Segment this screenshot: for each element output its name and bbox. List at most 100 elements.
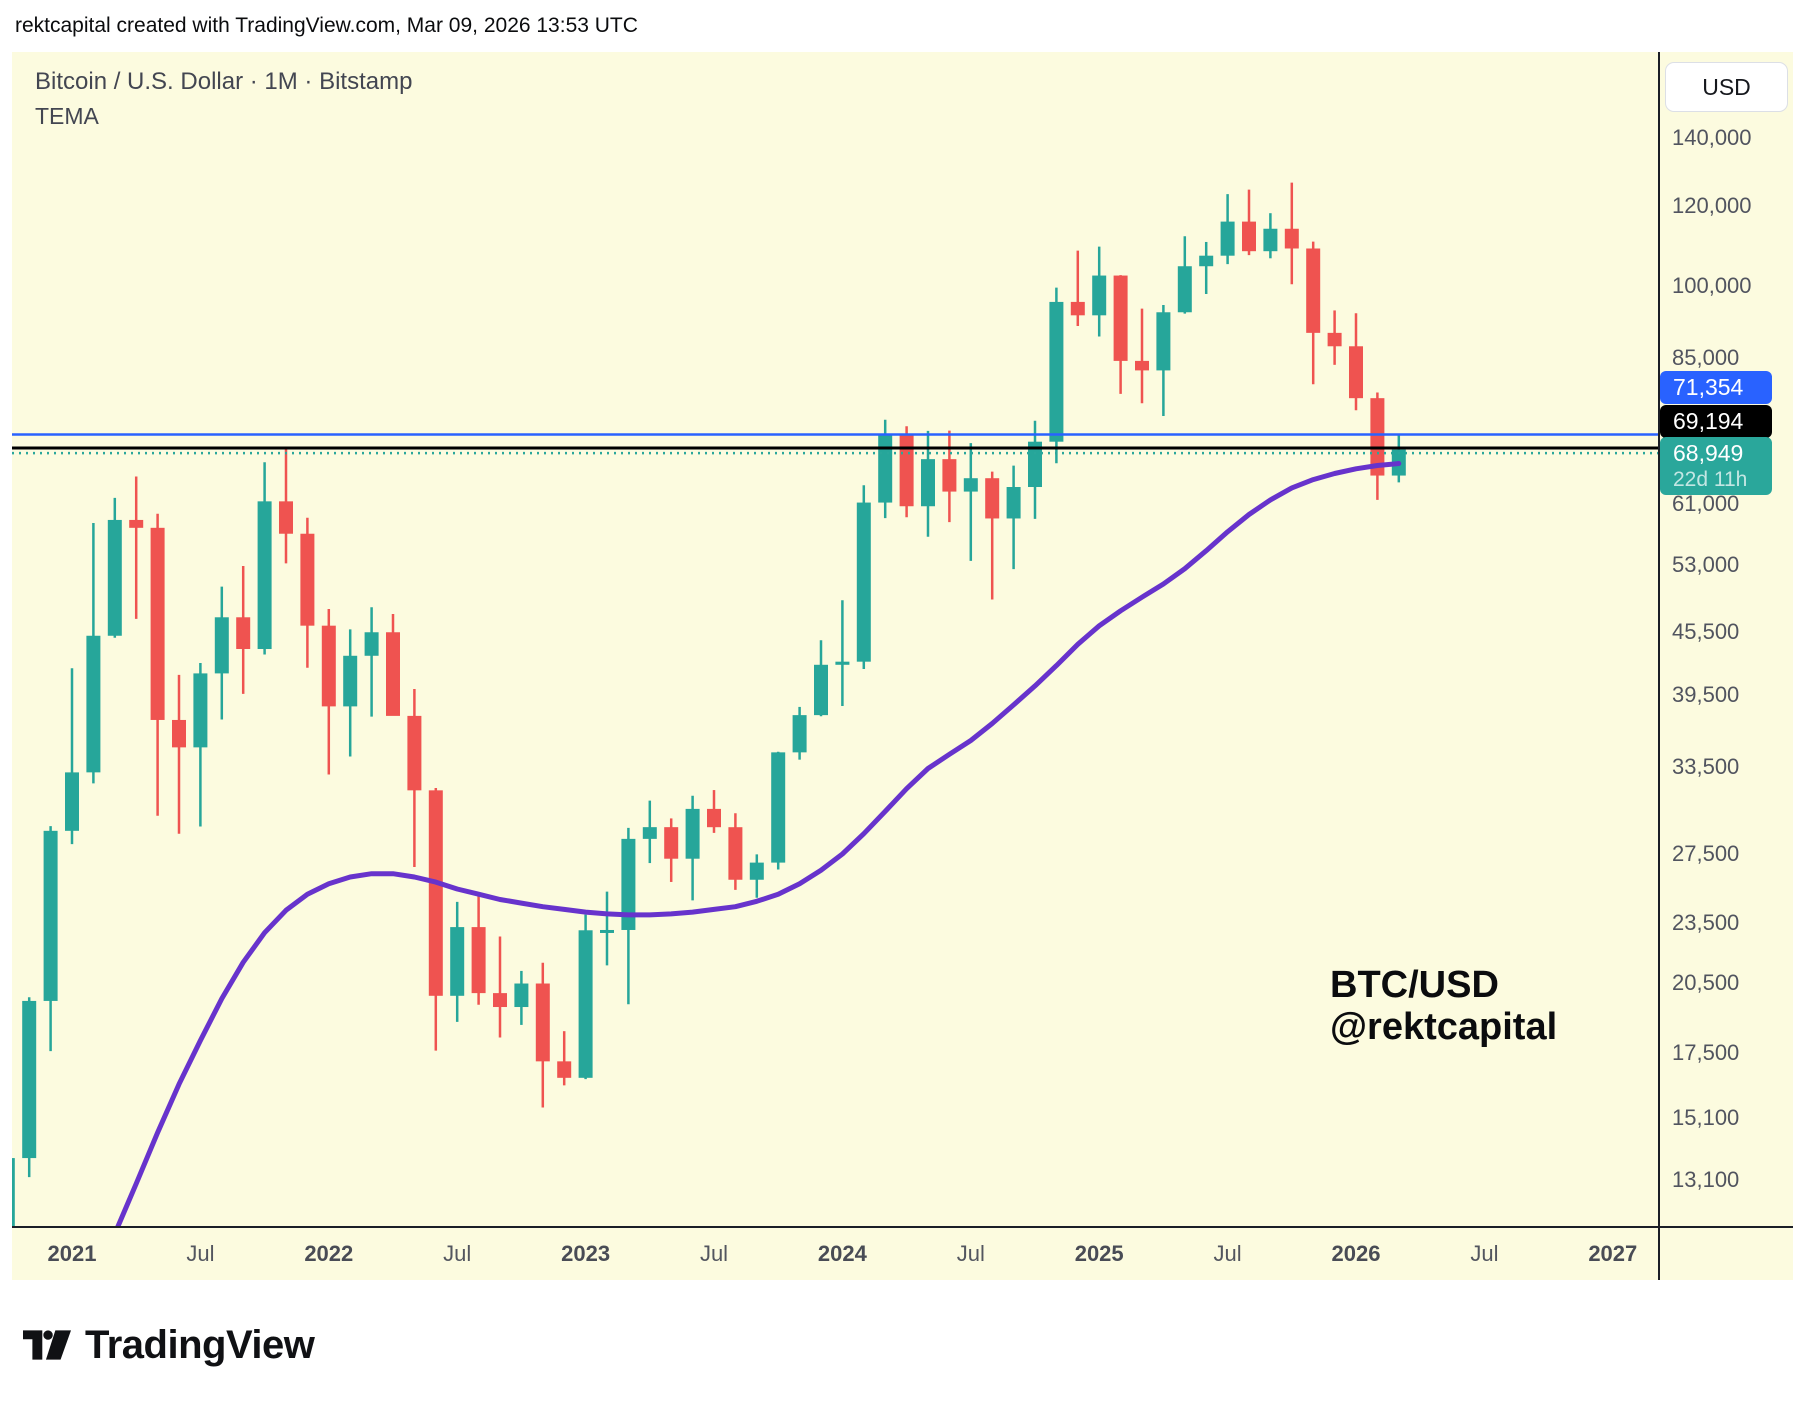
candle-body (1284, 228, 1299, 249)
price-badge-69194: 69,194 (1660, 405, 1772, 438)
candle-body (493, 993, 507, 1008)
candle-body (535, 983, 550, 1062)
candle-body (600, 929, 614, 933)
y-tick-33500: 33,500 (1672, 754, 1740, 780)
candle-body (792, 715, 807, 753)
candle-body (172, 719, 186, 748)
candle-body (257, 501, 272, 650)
tradingview-logo-text: TradingView (85, 1322, 315, 1367)
candle-body (814, 664, 828, 716)
candle-body (407, 715, 422, 791)
x-tick-Jul-30: Jul (699, 1241, 729, 1266)
candle-body (22, 1000, 37, 1159)
candle-body (1092, 275, 1107, 316)
candle-body (428, 790, 443, 996)
candle-body (921, 459, 935, 507)
candle-body (557, 1061, 572, 1078)
currency-usd-button[interactable]: USD (1665, 62, 1788, 112)
x-tick-Jul-6: Jul (186, 1241, 215, 1266)
candle-body (578, 930, 593, 1078)
candle-body (963, 478, 978, 492)
y-tick-45500: 45,500 (1672, 619, 1740, 645)
watermark-handle: @rektcapital (1330, 1006, 1558, 1048)
y-tick-17500: 17,500 (1672, 1039, 1740, 1065)
candle-body (364, 632, 379, 656)
time-axis[interactable]: 2021 Jul 2022 Jul 2023 Jul 2024 Jul 2025 Jul 2026 J… (12, 1227, 1659, 1280)
x-tick-2023-24: 2023 (561, 1241, 611, 1266)
candle-body (878, 434, 893, 503)
candle-body (1370, 398, 1385, 476)
tema-line (114, 461, 1402, 1227)
candle-body (1349, 346, 1363, 399)
candle-body (1327, 332, 1342, 347)
candle-body (749, 862, 764, 880)
export-title-text: rektcapital created with TradingView.com… (15, 14, 638, 37)
candle-body (899, 434, 914, 507)
legend-indicator-tema: TEMA (35, 103, 99, 129)
candle-body (214, 617, 229, 674)
candle-body (150, 527, 165, 720)
x-tick-Jul-66: Jul (1470, 1241, 1499, 1266)
tradingview-logo: TradingView (23, 1320, 315, 1370)
candle-body (86, 635, 101, 773)
legend-symbol: Bitcoin / U.S. Dollar · 1M · Bitstamp (35, 68, 413, 95)
x-tick-Jul-18: Jul (443, 1241, 472, 1266)
y-tick-140000: 140,000 (1672, 124, 1752, 150)
candle-body (1156, 312, 1171, 371)
x-tick-2027-72: 2027 (1588, 1241, 1638, 1266)
y-tick-120000: 120,000 (1672, 192, 1752, 218)
chart-canvas[interactable] (12, 52, 1793, 1280)
candle-body (1177, 266, 1192, 313)
candle-body (707, 808, 721, 828)
candle-body (621, 838, 636, 930)
x-tick-2026-60: 2026 (1331, 1241, 1381, 1266)
candle-body (642, 827, 657, 839)
chart-legend: Bitcoin / U.S. Dollar · 1M · Bitstamp TE… (35, 68, 412, 130)
y-tick-20500: 20,500 (1672, 970, 1740, 996)
candle-body (279, 501, 293, 534)
candles-layer (12, 182, 1406, 1227)
candle-body (300, 533, 315, 626)
candle-body (514, 983, 529, 1008)
candle-body (942, 459, 957, 492)
candle-body (1220, 221, 1235, 256)
candle-body (107, 519, 122, 636)
candle-body (685, 808, 700, 859)
candle-body (1028, 441, 1042, 488)
candle-body (386, 632, 400, 716)
candle-body (1113, 275, 1128, 361)
candle-body (728, 827, 743, 880)
x-tick-2022-12: 2022 (304, 1241, 354, 1266)
candle-body (450, 927, 465, 996)
price-badge-71354: 71,354 (1660, 371, 1772, 404)
y-tick-27500: 27,500 (1672, 841, 1740, 867)
candle-body (1199, 255, 1214, 267)
candle-body (1263, 228, 1278, 252)
candle-body (1135, 360, 1149, 371)
y-tick-13100: 13,100 (1672, 1167, 1740, 1193)
x-tick-2025-48: 2025 (1074, 1241, 1124, 1266)
x-tick-2021-0: 2021 (47, 1241, 97, 1266)
candle-body (856, 502, 871, 662)
candle-body (664, 827, 679, 859)
candle-body (43, 830, 58, 1001)
bar-countdown: 22d 11h (1673, 468, 1748, 491)
export-title-bar: rektcapital created with TradingView.com… (0, 0, 1814, 52)
candle-body (1070, 301, 1085, 316)
candle-body (835, 661, 850, 665)
y-tick-100000: 100,000 (1672, 273, 1752, 298)
candle-body (321, 625, 336, 707)
y-tick-23500: 23,500 (1672, 910, 1740, 936)
price-axis[interactable]: USD 71,354 69,194 68,949 22d 11h 140,000 120,… (1659, 52, 1793, 1280)
candle-body (1049, 301, 1064, 442)
candle-body (471, 927, 486, 994)
candle-body (65, 772, 79, 831)
candle-body (12, 1158, 15, 1227)
y-tick-85000: 85,000 (1672, 344, 1740, 370)
candle-body (236, 617, 251, 650)
x-tick-Jul-42: Jul (956, 1241, 985, 1266)
candle-body (771, 752, 786, 863)
candle-body (193, 673, 208, 748)
y-tick-53000: 53,000 (1672, 552, 1740, 578)
